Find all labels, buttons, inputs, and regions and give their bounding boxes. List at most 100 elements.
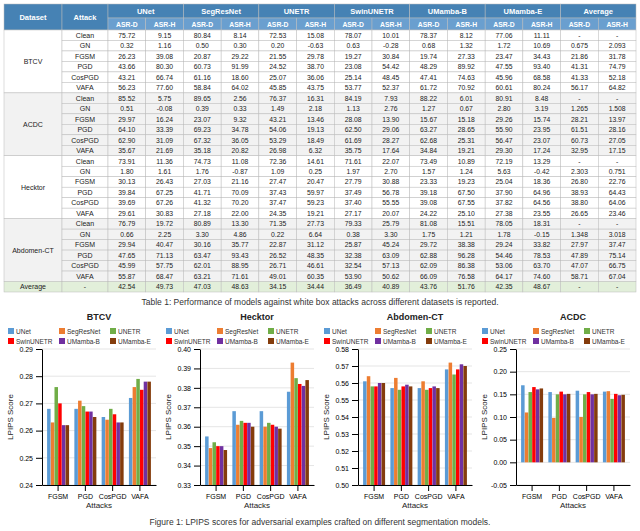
value-cell: 19.21 — [447, 145, 485, 155]
subheader-cell: ASR-D — [334, 18, 372, 30]
value-cell-text: 27.97 — [571, 241, 588, 248]
value-cell-bg — [183, 187, 221, 197]
value-cell: 54.46 — [485, 250, 523, 260]
subheader-cell-text: ASR-H — [380, 21, 402, 28]
value-cell-bg — [146, 135, 184, 145]
average-cell: 48.63 — [221, 282, 259, 292]
value-cell-bg — [598, 271, 636, 281]
value-cell-text: 7.93 — [384, 95, 397, 102]
value-cell: 1.27 — [410, 103, 448, 113]
value-cell-text: 96.28 — [458, 252, 475, 259]
value-cell-bg — [523, 240, 561, 250]
header-cell: Average — [561, 4, 636, 18]
value-cell-bg — [183, 103, 221, 113]
value-cell: 29.72 — [410, 240, 448, 250]
attack-cell-text: VAFA — [76, 147, 94, 154]
value-cell: 76.58 — [447, 271, 485, 281]
y-tick-mark — [510, 485, 516, 486]
value-cell-bg — [447, 103, 485, 113]
bar — [291, 363, 295, 485]
value-cell-bg — [183, 82, 221, 92]
value-cell-bg — [372, 103, 410, 113]
value-cell: 74.60 — [523, 271, 561, 281]
value-cell: 0.63 — [334, 40, 372, 50]
bar — [287, 392, 291, 485]
value-cell: - — [598, 156, 636, 166]
average-cell-text: 49.73 — [156, 283, 173, 290]
value-cell-bg — [183, 166, 221, 176]
value-cell-bg — [561, 72, 599, 82]
y-tick-label: 0.40 — [177, 346, 191, 353]
value-cell: 39.84 — [108, 187, 146, 197]
value-cell-bg — [372, 145, 410, 155]
value-cell: 59.97 — [297, 187, 335, 197]
bar-chart: ACDCUNetSegResNetUNETRSwinUNETRUMamba-BU… — [480, 312, 631, 510]
value-cell: 19.21 — [297, 208, 335, 218]
bar — [607, 391, 611, 462]
value-cell: 56.47 — [485, 135, 523, 145]
value-cell-text: 67.32 — [194, 137, 211, 144]
value-cell: 25.07 — [259, 72, 297, 82]
attack-cell-bg — [62, 82, 108, 92]
value-cell: 45.99 — [108, 261, 146, 271]
value-cell-text: 77.06 — [495, 32, 512, 39]
bar — [47, 409, 51, 485]
value-cell-text: 30.83 — [156, 210, 173, 217]
value-cell-bg — [485, 61, 523, 71]
bars — [521, 385, 625, 462]
value-cell-text: 20.87 — [194, 53, 211, 60]
attack-cell-text: FGSM — [75, 53, 95, 60]
value-cell-bg — [146, 124, 184, 134]
bar-series — [540, 388, 625, 462]
attack-cell-bg — [62, 72, 108, 82]
y-tick-mark — [352, 434, 358, 435]
value-cell-bg — [485, 30, 523, 40]
legend-entry: UNet — [324, 328, 347, 335]
x-axis-title: Attacks — [244, 501, 270, 510]
value-cell-text: 70.09 — [231, 189, 248, 196]
y-tick-label: 0.51 — [335, 465, 349, 472]
value-cell: 3.018 — [598, 229, 636, 239]
bar — [74, 409, 78, 485]
value-cell-bg — [372, 124, 410, 134]
value-cell-text: 17.15 — [609, 147, 626, 154]
value-cell: 37.47 — [598, 240, 636, 250]
legend-label: UNet — [490, 328, 505, 335]
x-tick: FGSM — [522, 485, 542, 500]
value-cell-bg — [259, 72, 297, 82]
value-cell: 29.61 — [108, 208, 146, 218]
grid-line — [358, 349, 472, 350]
value-cell-bg — [108, 93, 146, 103]
value-cell: 80.24 — [523, 82, 561, 92]
value-cell-text: 37.82 — [495, 199, 512, 206]
value-cell-text: 26.80 — [571, 178, 588, 185]
value-cell: 24.22 — [410, 208, 448, 218]
value-cell-bg — [259, 198, 297, 208]
average-cell: 47.03 — [183, 282, 221, 292]
value-cell-text: 4.86 — [233, 231, 246, 238]
value-cell-text: 29.61 — [118, 210, 135, 217]
value-cell-bg — [334, 124, 372, 134]
value-cell-bg — [297, 124, 335, 134]
legend-swatch — [482, 338, 488, 344]
value-cell-text: 35.75 — [345, 147, 362, 154]
x-tick-mark — [401, 485, 402, 491]
value-cell-text: 74.60 — [533, 273, 550, 280]
x-tick-label: CosPGD — [415, 493, 443, 500]
value-cell-bg — [221, 156, 259, 166]
header-cell-bg — [485, 4, 560, 18]
value-cell-text: 1.32 — [460, 42, 473, 49]
value-cell-text: 37.43 — [269, 189, 286, 196]
y-tick-label: 0.36 — [177, 423, 191, 430]
value-cell: 63.70 — [523, 261, 561, 271]
value-cell-bg — [183, 72, 221, 82]
value-cell-bg — [598, 250, 636, 260]
value-cell: 1.97 — [334, 166, 372, 176]
legend-entry: SwinUNETR — [8, 338, 53, 345]
value-cell-bg — [561, 156, 599, 166]
value-cell: 27.97 — [561, 240, 599, 250]
value-cell-text: 0.63 — [347, 42, 360, 49]
value-cell: 16.31 — [297, 93, 335, 103]
bar-series — [532, 387, 617, 462]
bar-series — [47, 398, 132, 485]
